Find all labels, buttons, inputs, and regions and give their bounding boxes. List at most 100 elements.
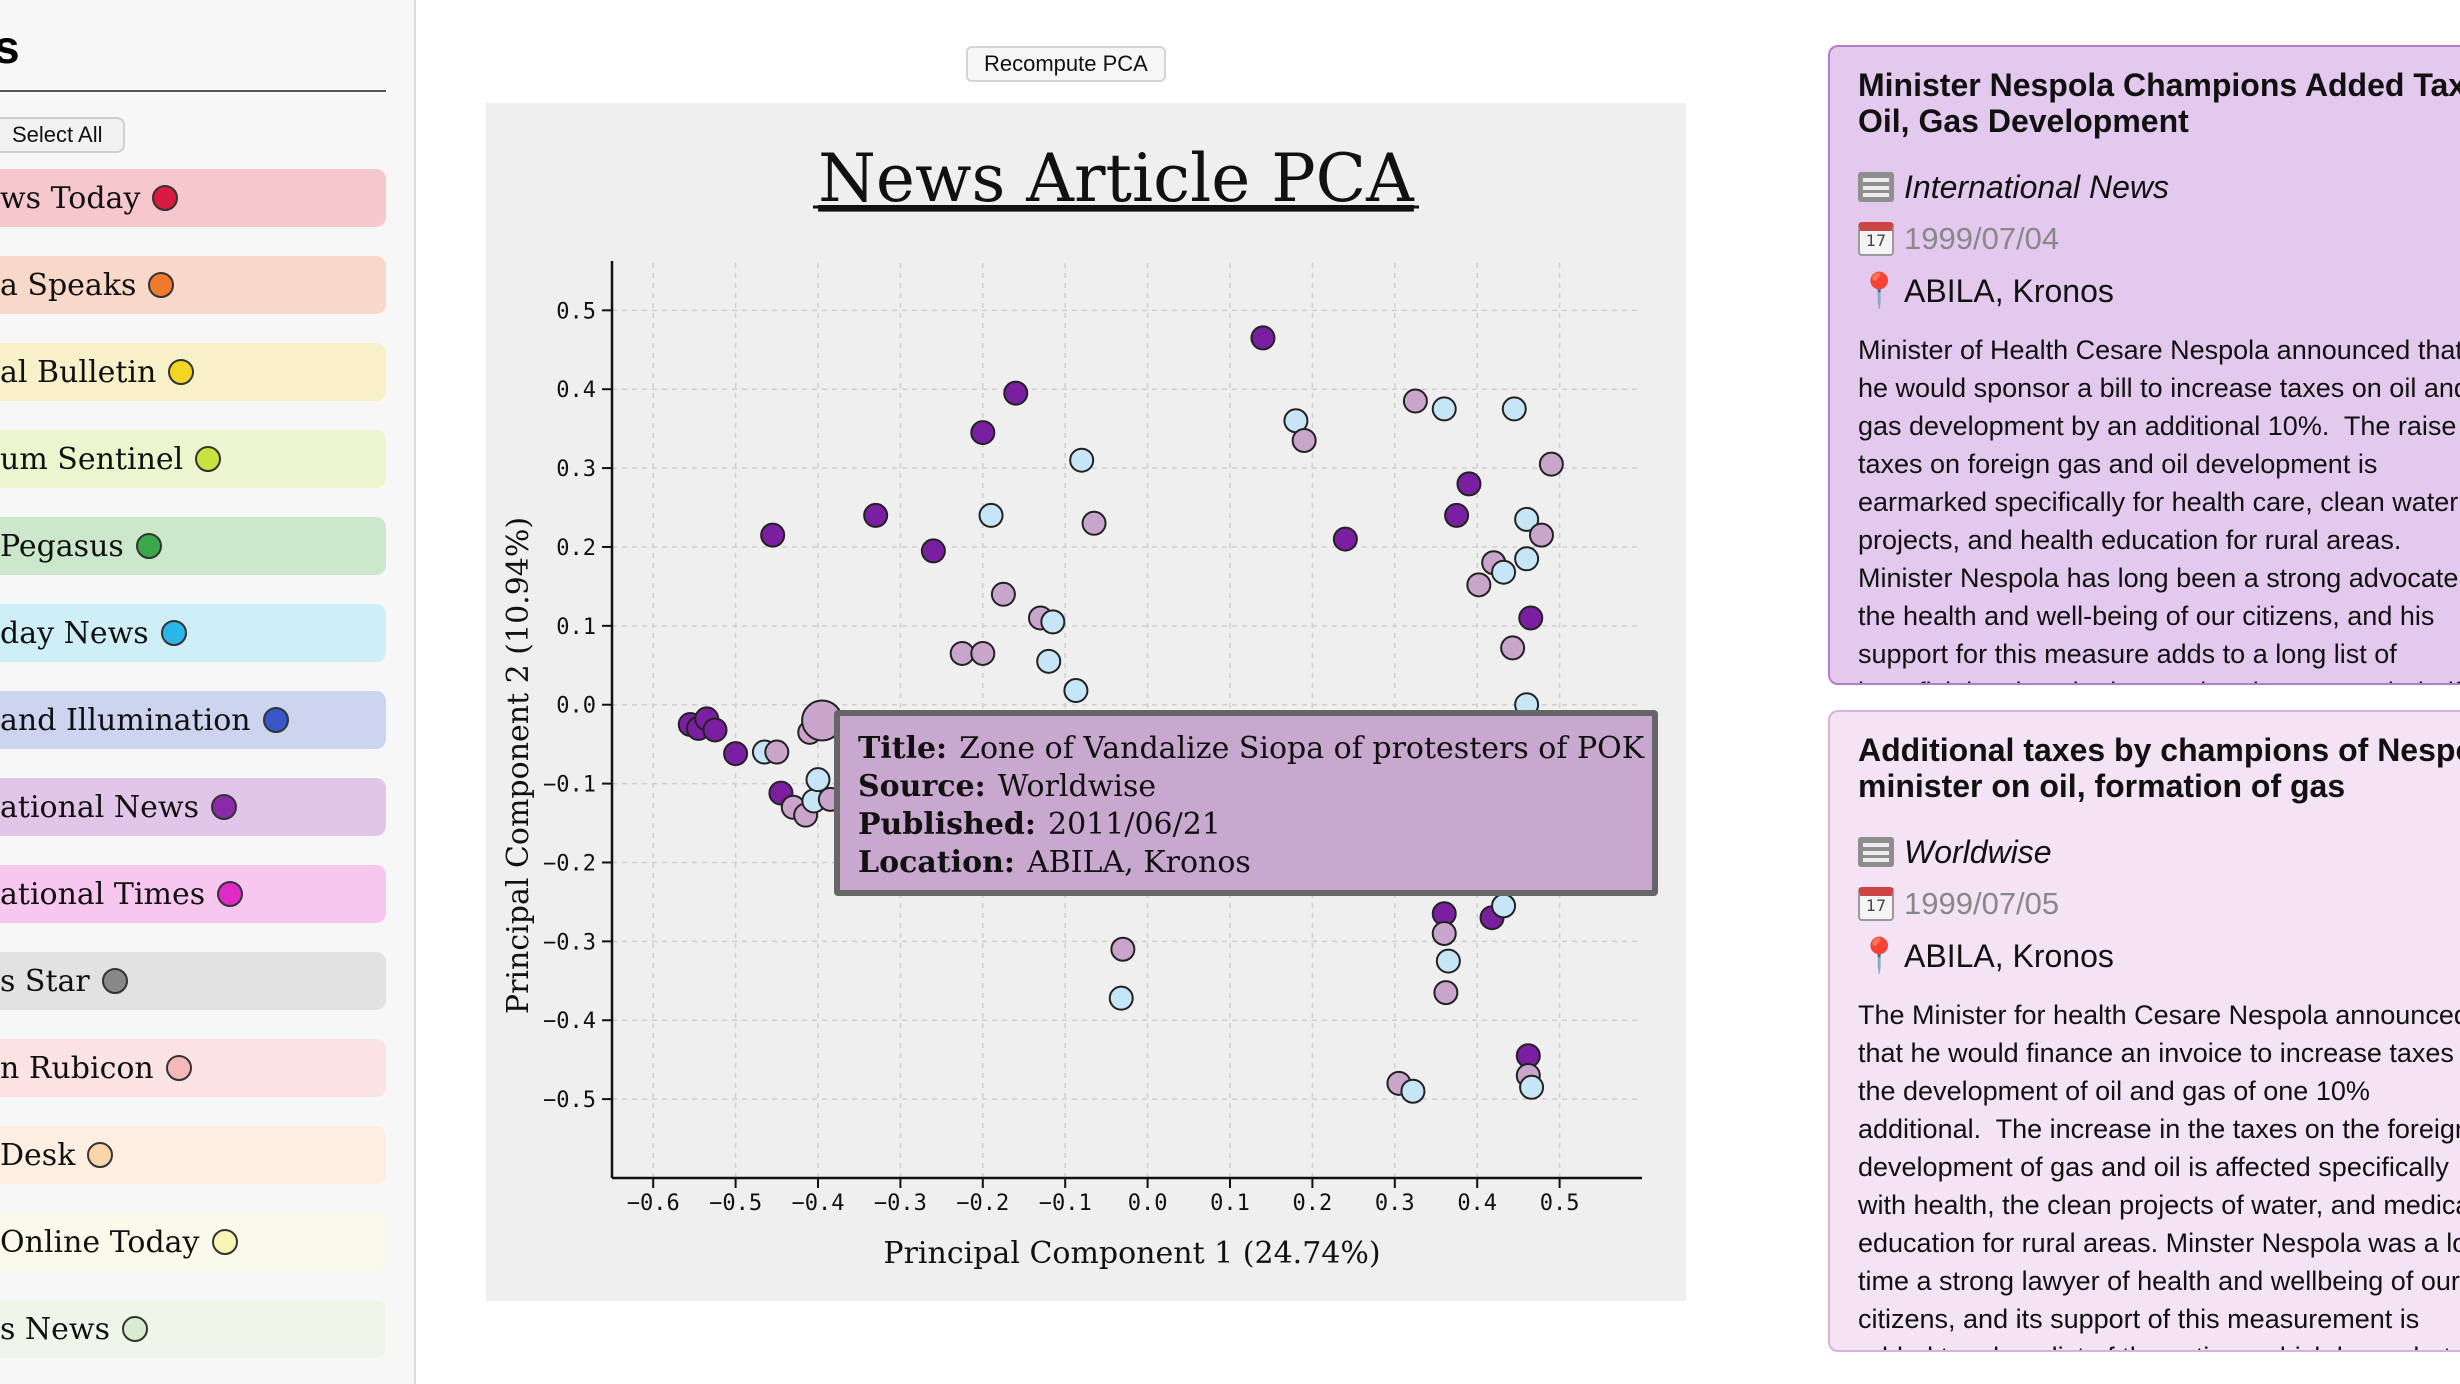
source-filter-label: day News — [0, 615, 149, 651]
source-filter-item[interactable]: s Star — [0, 952, 386, 1010]
scatter-point — [1501, 396, 1527, 422]
source-filter-item[interactable]: ational News — [0, 778, 386, 836]
article-date-row: 17 1999/07/04 — [1858, 213, 2460, 265]
y-tick-label: −0.1 — [543, 773, 596, 798]
source-filter-label: n Rubicon — [0, 1050, 154, 1086]
tooltip-source-key: Source: — [858, 769, 986, 804]
x-tick-label: 0.5 — [1540, 1191, 1580, 1216]
source-color-dot-icon — [217, 881, 244, 907]
source-filter-item[interactable]: um Sentinel — [0, 430, 386, 488]
scatter-point — [1250, 325, 1276, 351]
point-tooltip: Title: Zone of Vandalize Siopa of protest… — [834, 710, 1658, 896]
x-tick-label: 0.0 — [1128, 1191, 1168, 1216]
x-tick-label: −0.6 — [627, 1191, 680, 1216]
article-date: 1999/07/05 — [1904, 886, 2060, 921]
calendar-icon: 17 — [1858, 887, 1894, 921]
y-tick-label: −0.2 — [543, 851, 596, 876]
scatter-point — [949, 640, 975, 666]
source-filter-item[interactable]: Online Today — [0, 1213, 386, 1271]
scatter-point — [1081, 510, 1107, 536]
tooltip-source-value: Worldwise — [997, 769, 1157, 804]
y-tick-label: 0.2 — [556, 536, 596, 561]
select-all-button[interactable]: Select All — [0, 117, 125, 153]
newspaper-icon — [1858, 172, 1894, 202]
scatter-point — [723, 741, 749, 767]
scatter-point — [1400, 1078, 1426, 1104]
scatter-point — [863, 502, 889, 528]
source-filter-label: al Bulletin — [0, 354, 157, 390]
source-color-dot-icon — [211, 794, 238, 820]
source-color-dot-icon — [87, 1142, 114, 1168]
sidebar-title: s — [0, 20, 20, 74]
article-source-row: Worldwise — [1858, 826, 2460, 878]
source-color-dot-icon — [135, 533, 162, 559]
article-headline: Additional taxes by champions of Nespola… — [1858, 732, 2460, 804]
tooltip-location-value: ABILA, Kronos — [1026, 845, 1251, 880]
source-filter-item[interactable]: a Speaks — [0, 256, 386, 314]
y-tick-label: 0.0 — [556, 694, 596, 719]
scatter-point — [970, 420, 996, 446]
source-filter-item[interactable]: Desk — [0, 1126, 386, 1184]
scatter-point — [970, 640, 996, 666]
source-filter-item[interactable]: s News — [0, 1300, 386, 1358]
source-color-dot-icon — [195, 446, 222, 472]
scatter-point — [1491, 559, 1517, 585]
source-filter-label: ational Times — [0, 876, 206, 912]
source-color-dot-icon — [165, 1055, 192, 1081]
source-color-dot-icon — [101, 968, 128, 994]
y-tick-label: −0.5 — [543, 1088, 596, 1113]
article-card[interactable]: Minister Nespola Champions Added Tax on … — [1828, 45, 2460, 685]
x-tick-label: −0.4 — [792, 1191, 845, 1216]
scatter-point — [1291, 427, 1317, 453]
scatter-point — [1433, 980, 1459, 1006]
scatter-point — [1040, 609, 1066, 635]
y-tick-label: −0.3 — [543, 930, 596, 955]
article-location: ABILA, Kronos — [1904, 937, 2114, 974]
scatter-point — [1514, 546, 1540, 572]
article-body: The Minister for health Cesare Nespola a… — [1858, 1000, 2460, 1350]
y-tick-label: 0.4 — [556, 378, 596, 403]
source-filter-item[interactable]: and Illumination — [0, 691, 386, 749]
article-location-row: 📍 ABILA, Kronos — [1858, 265, 2460, 317]
scatter-point — [764, 739, 790, 765]
x-tick-label: 0.4 — [1457, 1191, 1497, 1216]
scatter-point — [1519, 1074, 1545, 1100]
scatter-point — [1108, 985, 1134, 1011]
article-card[interactable]: Additional taxes by champions of Nespola… — [1828, 710, 2460, 1352]
source-filter-label: s News — [0, 1311, 111, 1347]
source-filter-item[interactable]: day News — [0, 604, 386, 662]
source-filter-label: s Star — [0, 963, 90, 999]
x-tick-label: 0.3 — [1375, 1191, 1415, 1216]
source-filter-item[interactable]: n Rubicon — [0, 1039, 386, 1097]
scatter-point — [1069, 447, 1095, 473]
x-tick-label: 0.2 — [1293, 1191, 1333, 1216]
pca-plot-panel: News Article PCA −0.6 −0.5 −0.4 −0.3 −0.2 −0.1… — [486, 103, 1686, 1301]
source-color-dot-icon — [211, 1229, 238, 1255]
source-filter-item[interactable]: ws Today — [0, 169, 386, 227]
source-filter-item[interactable]: ational Times — [0, 865, 386, 923]
scatter-point — [760, 522, 786, 548]
article-location-row: 📍 ABILA, Kronos — [1858, 930, 2460, 982]
scatter-point — [1332, 526, 1358, 552]
recompute-pca-button[interactable]: Recompute PCA — [966, 46, 1166, 82]
scatter-point — [920, 538, 946, 564]
y-tick-label: 0.5 — [556, 299, 596, 324]
source-color-dot-icon — [262, 707, 289, 733]
x-tick-label: −0.1 — [1039, 1191, 1092, 1216]
x-tick-label: −0.5 — [709, 1191, 762, 1216]
source-color-dot-icon — [152, 185, 179, 211]
location-pin-icon: 📍 — [1858, 937, 1901, 975]
source-filter-item[interactable]: al Bulletin — [0, 343, 386, 401]
scatter-point — [1500, 635, 1526, 661]
scatter-point — [1402, 388, 1428, 414]
chart-title: News Article PCA — [818, 140, 1415, 217]
scatter-point — [978, 502, 1004, 528]
article-location: ABILA, Kronos — [1904, 272, 2114, 309]
x-axis-label: Principal Component 1 (24.74%) — [883, 1236, 1380, 1271]
scatter-point — [1063, 678, 1089, 704]
scatter-point — [1435, 948, 1461, 974]
source-filter-item[interactable]: Pegasus — [0, 517, 386, 575]
scatter-point — [1036, 648, 1062, 674]
tooltip-published-value: 2011/06/21 — [1047, 807, 1221, 842]
y-axis-label: Principal Component 2 (10.94%) — [501, 517, 536, 1014]
